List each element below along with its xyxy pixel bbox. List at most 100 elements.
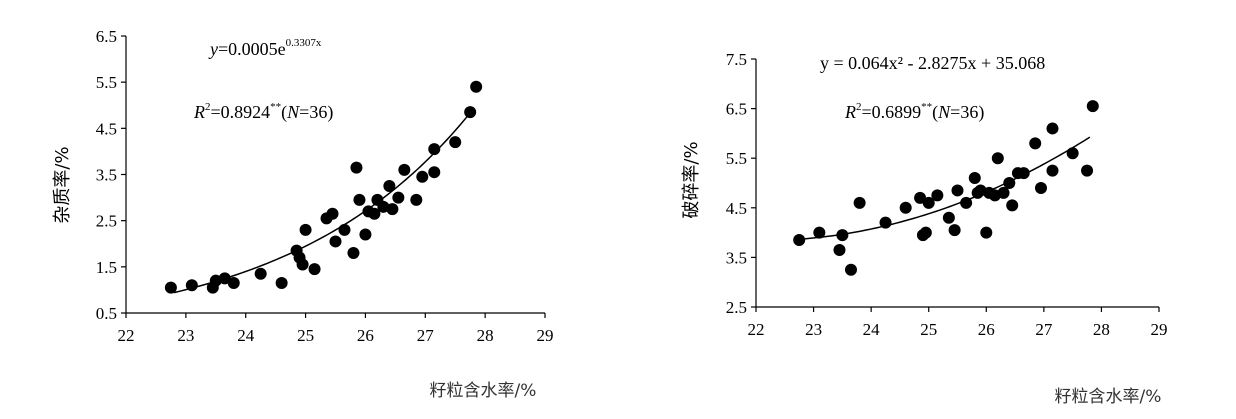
data-point bbox=[1029, 137, 1042, 150]
y-tick-label: 6.5 bbox=[726, 100, 747, 119]
data-point bbox=[377, 200, 390, 213]
data-point bbox=[948, 224, 961, 237]
data-point bbox=[449, 136, 462, 149]
y-tick-label: 2.5 bbox=[96, 212, 117, 231]
data-point bbox=[308, 263, 321, 276]
equation-lhs: y bbox=[208, 39, 218, 59]
y-axis: 2.5 3.5 4.5 5.5 6.5 7.5 bbox=[726, 50, 757, 317]
data-point bbox=[416, 170, 429, 183]
r2-lhs: R bbox=[844, 102, 856, 122]
x-axis-label: 籽粒含水率/% bbox=[1055, 387, 1162, 407]
chart-impurity: 0.5 1.5 2.5 3.5 4.5 5.5 6.5 22 23 24 25 26 27 28 29 杂… bbox=[52, 27, 554, 401]
y-tick-label: 5.5 bbox=[96, 73, 117, 92]
r2-n-close: =36) bbox=[299, 102, 333, 123]
data-points bbox=[793, 100, 1099, 276]
x-tick-label: 29 bbox=[537, 326, 554, 345]
y-tick-label: 7.5 bbox=[726, 50, 747, 69]
r2-n-close: =36) bbox=[950, 102, 984, 123]
data-point bbox=[991, 152, 1004, 165]
equation-text: y=0.0005e0.3307x bbox=[208, 37, 322, 59]
r2-stars: ** bbox=[921, 101, 932, 113]
data-point bbox=[347, 246, 360, 259]
y-tick-label: 1.5 bbox=[96, 258, 117, 277]
x-tick-label: 23 bbox=[177, 326, 194, 345]
data-point bbox=[353, 193, 366, 206]
x-tick-label: 23 bbox=[805, 320, 822, 339]
r2-value: =0.6899 bbox=[862, 102, 922, 122]
r2-sup: 2 bbox=[205, 101, 211, 113]
x-tick-label: 24 bbox=[237, 326, 255, 345]
chart-breakage: 2.5 3.5 4.5 5.5 6.5 7.5 22 23 24 25 26 27 28 29 破碎率/… bbox=[681, 50, 1168, 407]
x-tick-label: 28 bbox=[477, 326, 494, 345]
x-tick-label: 26 bbox=[357, 326, 374, 345]
data-point bbox=[1034, 181, 1047, 194]
data-point bbox=[968, 172, 981, 185]
data-point bbox=[942, 211, 955, 224]
x-tick-label: 25 bbox=[920, 320, 937, 339]
data-point bbox=[329, 235, 342, 248]
r2-n: N bbox=[937, 102, 951, 122]
y-axis-label: 杂质率/% bbox=[52, 146, 73, 223]
x-tick-label: 22 bbox=[748, 320, 765, 339]
data-point bbox=[1086, 100, 1099, 113]
y-tick-label: 4.5 bbox=[96, 119, 117, 138]
x-axis: 22 23 24 25 26 27 28 29 bbox=[748, 306, 1168, 339]
data-point bbox=[853, 196, 866, 209]
data-point bbox=[980, 226, 993, 239]
x-tick-label: 27 bbox=[1035, 320, 1053, 339]
data-point bbox=[813, 226, 826, 239]
data-point bbox=[254, 267, 267, 280]
r-squared-text: R2=0.8924**(N=36) bbox=[193, 101, 333, 123]
y-tick-label: 4.5 bbox=[726, 199, 747, 218]
data-point bbox=[428, 143, 441, 156]
r2-n: N bbox=[286, 102, 300, 122]
r2-sup: 2 bbox=[856, 101, 862, 113]
x-tick-label: 24 bbox=[863, 320, 881, 339]
data-point bbox=[951, 184, 964, 197]
data-point bbox=[410, 193, 423, 206]
data-point bbox=[398, 163, 411, 176]
data-point bbox=[296, 258, 309, 271]
x-tick-label: 29 bbox=[1151, 320, 1168, 339]
data-point bbox=[919, 226, 932, 239]
r2-n-open: ( bbox=[932, 102, 938, 123]
data-point bbox=[338, 223, 351, 236]
data-point bbox=[1046, 164, 1059, 177]
y-tick-label: 3.5 bbox=[726, 248, 747, 267]
x-tick-label: 27 bbox=[417, 326, 435, 345]
r2-stars: ** bbox=[270, 101, 281, 113]
data-point bbox=[359, 228, 372, 241]
data-point bbox=[386, 203, 399, 216]
data-point bbox=[899, 201, 912, 214]
data-point bbox=[793, 234, 806, 247]
data-point bbox=[1066, 147, 1079, 160]
data-point bbox=[428, 166, 441, 179]
x-axis-label: 籽粒含水率/% bbox=[430, 381, 537, 401]
x-tick-label: 22 bbox=[118, 326, 135, 345]
r-squared-text: R2=0.6899**(N=36) bbox=[844, 101, 984, 123]
data-point bbox=[470, 80, 483, 93]
y-tick-label: 0.5 bbox=[96, 304, 117, 323]
data-point bbox=[833, 243, 846, 256]
x-tick-label: 28 bbox=[1093, 320, 1110, 339]
data-point bbox=[844, 263, 857, 276]
data-point bbox=[299, 223, 312, 236]
trend-line bbox=[173, 108, 474, 294]
y-axis-label: 破碎率/% bbox=[681, 141, 702, 218]
data-point bbox=[931, 189, 944, 202]
fit-curve bbox=[173, 108, 474, 294]
y-axis: 0.5 1.5 2.5 3.5 4.5 5.5 6.5 bbox=[96, 27, 127, 323]
data-point bbox=[326, 207, 339, 220]
y-tick-label: 5.5 bbox=[726, 149, 747, 168]
r2-value: =0.8924 bbox=[211, 102, 271, 122]
x-axis: 22 23 24 25 26 27 28 29 bbox=[118, 312, 554, 345]
trend-line bbox=[801, 136, 1091, 240]
data-point bbox=[1046, 122, 1059, 135]
data-point bbox=[368, 207, 381, 220]
equation-text: y = 0.064x² - 2.8275x + 35.068 bbox=[820, 53, 1045, 73]
data-point bbox=[836, 229, 849, 242]
data-point bbox=[350, 161, 363, 174]
data-point bbox=[1081, 164, 1094, 177]
data-point bbox=[275, 276, 288, 289]
